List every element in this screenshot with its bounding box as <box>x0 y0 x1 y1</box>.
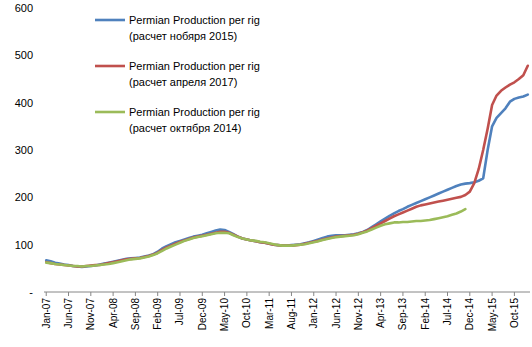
legend-label: Permian Production per rig (расчет нобяря… <box>129 14 260 42</box>
plot-area <box>46 66 528 267</box>
x-tick <box>380 292 381 296</box>
x-tick <box>358 292 359 296</box>
series-line <box>46 209 465 266</box>
x-tick-label: Aug-11 <box>286 298 297 330</box>
x-tick-label: Jul-09 <box>174 298 185 326</box>
x-tick-label: Jan-12 <box>308 298 319 329</box>
x-tick <box>425 292 426 296</box>
x-tick <box>202 292 203 296</box>
x-tick-label: Sep-13 <box>397 298 408 331</box>
x-tick <box>492 292 493 296</box>
y-tick-label: 500 <box>15 49 33 61</box>
x-tick-label: Jan-07 <box>41 298 52 329</box>
x-tick <box>135 292 136 296</box>
legend-label-line: (расчет апреля 2017) <box>129 76 237 88</box>
x-tick-label: Dec-14 <box>464 298 475 331</box>
x-tick <box>269 292 270 296</box>
series-line <box>46 66 528 267</box>
x-tick-label: May-10 <box>219 298 230 332</box>
x-tick <box>113 292 114 296</box>
legend-swatch <box>95 65 125 68</box>
x-tick-label: Nov-12 <box>353 298 364 331</box>
legend-swatch <box>95 19 125 22</box>
x-tick-label: Apr-13 <box>375 298 386 328</box>
x-tick <box>469 292 470 296</box>
x-tick-label: Sep-08 <box>130 298 141 331</box>
x-tick <box>246 292 247 296</box>
series-line <box>46 95 528 267</box>
x-tick-label: May-15 <box>487 298 498 332</box>
x-tick <box>68 292 69 296</box>
legend-label: Permian Production per rig (расчет апреля… <box>129 60 260 88</box>
x-tick <box>90 292 91 296</box>
x-tick <box>402 292 403 296</box>
legend-swatch <box>95 111 125 114</box>
x-tick-label: Jun-07 <box>63 298 74 329</box>
x-tick <box>291 292 292 296</box>
x-tick <box>179 292 180 296</box>
y-tick-label: 200 <box>15 191 33 203</box>
x-tick <box>313 292 314 296</box>
x-tick <box>336 292 337 296</box>
x-tick-label: Nov-07 <box>85 298 96 331</box>
y-tick-label: 400 <box>15 97 33 109</box>
x-tick-label: Oct-10 <box>241 298 252 328</box>
x-tick-label: Mar-11 <box>264 298 275 329</box>
legend-label-line: Permian Production per rig <box>129 14 260 26</box>
x-tick-label: Dec-09 <box>197 298 208 331</box>
y-tick-label: 300 <box>15 144 33 156</box>
x-tick-label: Oct-15 <box>509 298 520 328</box>
legend-label-line: Permian Production per rig <box>129 106 260 118</box>
x-tick <box>447 292 448 296</box>
legend-label-line: (расчет октября 2014) <box>129 122 241 134</box>
y-tick-label: - <box>29 286 33 298</box>
y-tick-label: 600 <box>15 2 33 14</box>
x-axis <box>44 292 530 293</box>
x-tick-label: Feb-09 <box>152 298 163 330</box>
x-tick <box>157 292 158 296</box>
x-tick-label: Apr-08 <box>108 298 119 328</box>
x-tick-label: Jun-12 <box>331 298 342 329</box>
x-tick-label: Feb-14 <box>420 298 431 330</box>
legend-label-line: Permian Production per rig <box>129 60 260 72</box>
x-tick <box>46 292 47 296</box>
y-tick-label: 100 <box>15 239 33 251</box>
x-tick <box>514 292 515 296</box>
legend-label: Permian Production per rig (расчет октябр… <box>129 106 260 134</box>
legend-label-line: (расчет нобяря 2015) <box>129 30 237 42</box>
chart: - 100 200 300 400 500 600 Jan-07 Jun-07 Nov-07 Apr… <box>0 0 532 347</box>
x-tick <box>224 292 225 296</box>
x-tick-label: Jul-14 <box>442 298 453 326</box>
